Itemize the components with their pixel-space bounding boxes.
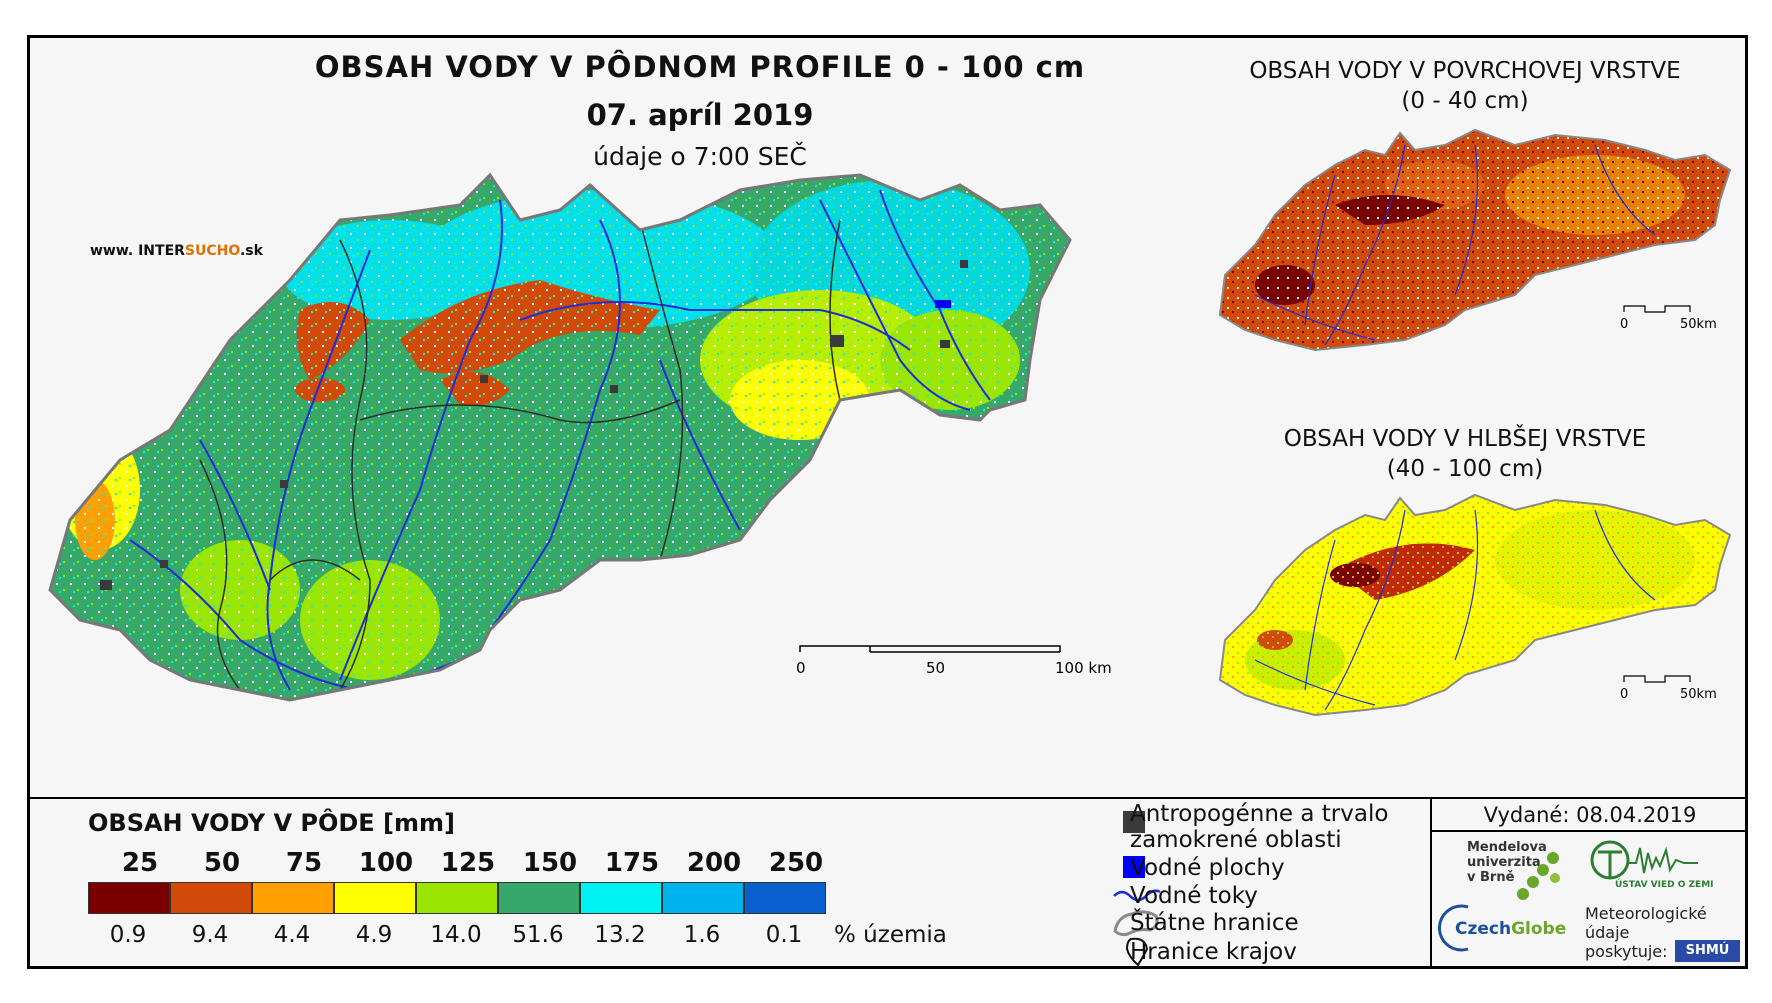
key-state-border: Štátne hranice bbox=[1130, 910, 1299, 936]
legend-class-swatch-4 bbox=[416, 882, 498, 914]
mendel-line2: univerzita bbox=[1467, 855, 1541, 870]
surface-scalebar: 0 50km bbox=[1620, 305, 1717, 332]
legend-threshold-8: 250 bbox=[768, 848, 824, 878]
czechglobe-a: Czech bbox=[1455, 919, 1512, 939]
website-link[interactable]: www. INTERSUCHO.sk bbox=[90, 243, 263, 259]
surface-title-line2: (0 - 40 cm) bbox=[1401, 88, 1529, 114]
mendel-dots-icon bbox=[1517, 852, 1560, 900]
key-water-bodies: Vodné plochy bbox=[1130, 855, 1285, 881]
legend-class-swatch-3 bbox=[334, 882, 416, 914]
met-provider-text: Meteorologické údaje poskytuje: bbox=[1585, 904, 1707, 961]
legend-class-swatch-8 bbox=[744, 882, 826, 914]
issued-divider bbox=[1430, 797, 1432, 969]
website-accent: SUCHO bbox=[184, 243, 240, 259]
legend-threshold-1: 50 bbox=[203, 848, 241, 878]
legend-class-swatch-1 bbox=[170, 882, 252, 914]
legend-class-percent-1: 9.4 bbox=[191, 922, 229, 948]
anthropogenic-area-swatch bbox=[1123, 811, 1145, 833]
key-anthropogenic: Antropogénne a trvalo zamokrené oblasti bbox=[1130, 801, 1388, 853]
surface-layer-title: OBSAH VODY V POVRCHOVEJ VRSTVE (0 - 40 c… bbox=[1205, 56, 1725, 116]
key-anthropogenic-line1: Antropogénne a trvalo bbox=[1130, 801, 1389, 827]
met-line1: Meteorologické bbox=[1585, 904, 1707, 923]
uvz-logo-icon bbox=[1590, 840, 1698, 880]
legend-threshold-4: 125 bbox=[440, 848, 496, 878]
water-body-swatch bbox=[1123, 856, 1145, 878]
river-line-icon bbox=[1113, 889, 1161, 902]
main-soil-moisture-map[interactable] bbox=[40, 160, 1180, 790]
legend-class-percent-7: 1.6 bbox=[683, 922, 721, 948]
scale-deep-50: 50km bbox=[1680, 687, 1717, 702]
legend-threshold-7: 200 bbox=[686, 848, 742, 878]
scale-surface-50: 50km bbox=[1680, 317, 1717, 332]
legend-class-percent-5: 51.6 bbox=[512, 922, 564, 948]
main-scalebar: 0 50 100 km bbox=[796, 645, 1112, 677]
uvz-logo-text: ÚSTAV VIED O ZEMI bbox=[1615, 880, 1714, 890]
legend-class-swatch-2 bbox=[252, 882, 334, 914]
scale-surface-0: 0 bbox=[1620, 317, 1628, 332]
key-rivers: Vodné toky bbox=[1130, 883, 1258, 909]
surface-title-line1: OBSAH VODY V POVRCHOVEJ VRSTVE bbox=[1249, 58, 1681, 84]
map-date: 07. apríl 2019 bbox=[586, 98, 814, 132]
legend-class-swatch-7 bbox=[662, 882, 744, 914]
mendel-line3: v Brně bbox=[1467, 870, 1515, 885]
deep-title-line1: OBSAH VODY V HLBŠEJ VRSTVE bbox=[1283, 426, 1647, 452]
czechglobe-b: Globe bbox=[1511, 919, 1567, 939]
legend-class-swatch-6 bbox=[580, 882, 662, 914]
met-line2: údaje bbox=[1585, 923, 1630, 942]
deep-layer-map[interactable] bbox=[1215, 490, 1735, 770]
state-border-icon bbox=[1113, 910, 1159, 937]
legend-threshold-3: 100 bbox=[358, 848, 414, 878]
deep-scalebar: 0 50km bbox=[1620, 675, 1717, 702]
legend-class-percent-2: 4.4 bbox=[273, 922, 311, 948]
deep-title-line2: (40 - 100 cm) bbox=[1386, 456, 1544, 482]
legend-class-percent-6: 13.2 bbox=[594, 922, 646, 948]
key-region-border: Hranice krajov bbox=[1130, 939, 1297, 965]
scale-main-50: 50 bbox=[926, 659, 945, 677]
met-line3: poskytuje: bbox=[1585, 942, 1668, 961]
mendel-line1: Mendelova bbox=[1467, 840, 1547, 855]
mendel-university-logo: Mendelova univerzita v Brně bbox=[1467, 840, 1547, 885]
legend-threshold-2: 75 bbox=[285, 848, 323, 878]
legend-class-swatch-5 bbox=[498, 882, 580, 914]
legend-class-swatch-0 bbox=[88, 882, 170, 914]
legend-class-percent-0: 0.9 bbox=[109, 922, 147, 948]
legend-class-percent-8: 0.1 bbox=[765, 922, 803, 948]
legend-threshold-5: 150 bbox=[522, 848, 578, 878]
legend-threshold-6: 175 bbox=[604, 848, 660, 878]
czechglobe-arc-icon bbox=[1438, 904, 1469, 952]
key-anthropogenic-line2: zamokrené oblasti bbox=[1130, 827, 1342, 853]
surface-layer-map[interactable] bbox=[1215, 125, 1735, 405]
legend-divider bbox=[27, 797, 1748, 799]
issued-date: Vydané: 08.04.2019 bbox=[1483, 803, 1697, 827]
shmu-logo: SHMÚ bbox=[1675, 940, 1740, 962]
scale-main-100: 100 km bbox=[1055, 659, 1112, 677]
deep-layer-title: OBSAH VODY V HLBŠEJ VRSTVE (40 - 100 cm) bbox=[1205, 424, 1725, 484]
website-prefix: www. INTER bbox=[90, 243, 185, 259]
legend-class-percent-3: 4.9 bbox=[355, 922, 393, 948]
legend-unit: % územia bbox=[834, 922, 947, 948]
scale-main-0: 0 bbox=[796, 659, 806, 677]
czechglobe-logo: CzechGlobe bbox=[1455, 919, 1567, 939]
main-title: OBSAH VODY V PÔDNOM PROFILE 0 - 100 cm bbox=[314, 50, 1086, 84]
region-border-icon bbox=[1125, 937, 1149, 967]
legend-class-percent-4: 14.0 bbox=[430, 922, 482, 948]
legend-threshold-0: 25 bbox=[121, 848, 159, 878]
website-suffix: .sk bbox=[239, 243, 263, 259]
issued-underline bbox=[1430, 830, 1748, 832]
time-note: údaje o 7:00 SEČ bbox=[593, 142, 807, 171]
legend-title: OBSAH VODY V PÔDE [mm] bbox=[88, 809, 456, 837]
scale-deep-0: 0 bbox=[1620, 687, 1628, 702]
